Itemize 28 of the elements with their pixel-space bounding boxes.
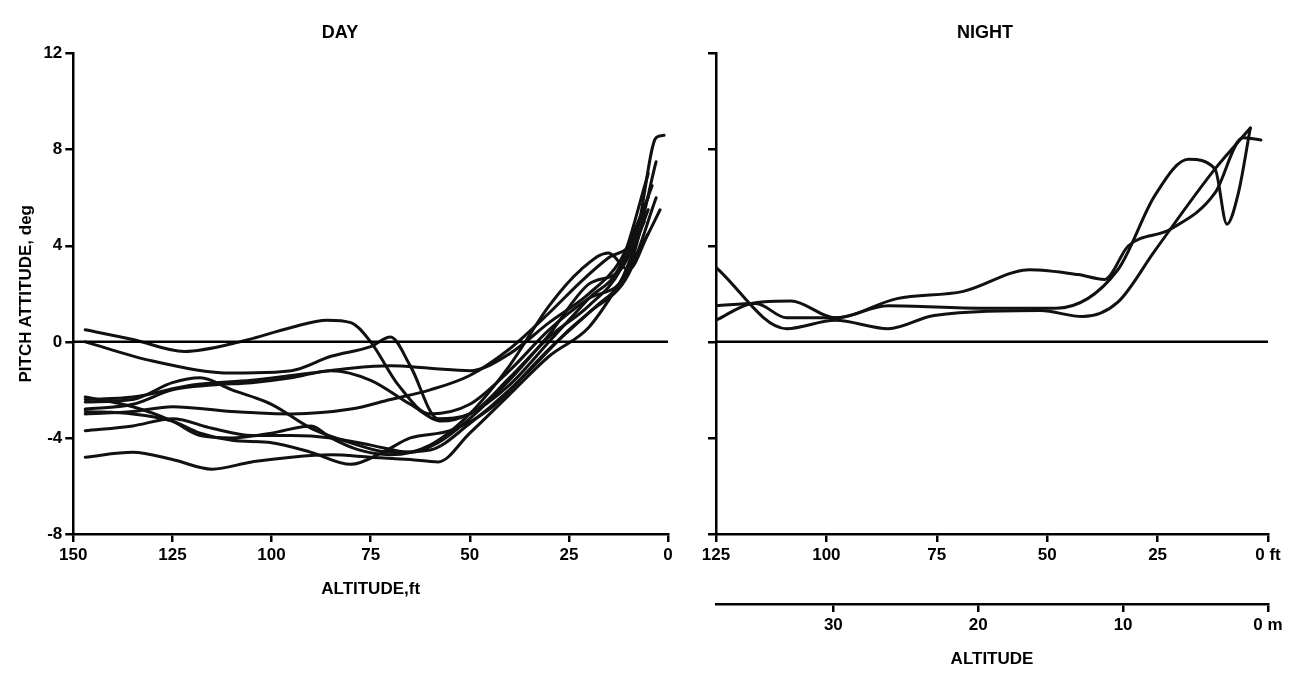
chart-title: DAY <box>321 21 359 42</box>
x-tick-label: 0 ft <box>1255 544 1282 564</box>
y-tick-label: -4 <box>47 427 63 447</box>
y-tick-label: 8 <box>52 139 63 159</box>
y-tick-label: 12 <box>43 43 63 63</box>
x-tick-label: 125 <box>158 544 187 564</box>
x-tick-label: 50 <box>1037 544 1057 564</box>
x-axis-title: ALTITUDE,ft <box>321 579 421 599</box>
x-tick-label: 25 <box>559 544 579 564</box>
y-tick-label: 4 <box>52 235 63 255</box>
x2-tick-label: 30 <box>823 614 843 634</box>
x2-tick-label: 0 m <box>1253 614 1283 634</box>
x-tick-label: 150 <box>59 544 88 564</box>
x-tick-label: 75 <box>361 544 381 564</box>
x2-axis-title: ALTITUDE <box>950 649 1034 669</box>
x-tick-label: 0 <box>663 544 673 564</box>
x2-tick-label: 20 <box>968 614 988 634</box>
x-tick-label: 100 <box>257 544 286 564</box>
y-axis-title: PITCH ATTITUDE, deg <box>15 205 35 383</box>
y-tick-label: 0 <box>52 331 63 351</box>
chart-title: NIGHT <box>957 21 1013 42</box>
x-tick-label: 100 <box>812 544 841 564</box>
x-tick-label: 50 <box>460 544 480 564</box>
x-tick-label: 125 <box>701 544 731 564</box>
y-tick-label: -8 <box>47 523 63 543</box>
x2-tick-label: 10 <box>1113 614 1133 634</box>
x-tick-label: 25 <box>1148 544 1168 564</box>
x-tick-label: 75 <box>927 544 947 564</box>
